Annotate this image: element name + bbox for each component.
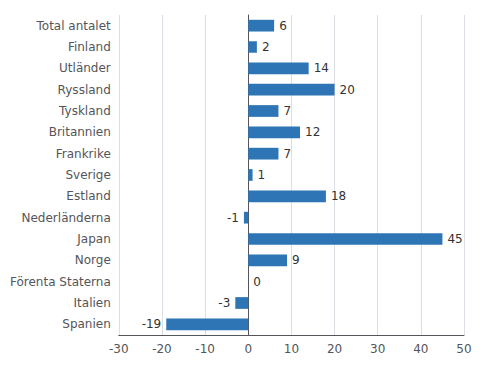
svg-text:20: 20 [340, 83, 355, 97]
svg-text:Total antalet: Total antalet [36, 19, 112, 33]
svg-text:Sverige: Sverige [65, 168, 110, 182]
svg-text:Tyskland: Tyskland [58, 104, 111, 118]
svg-text:-30: -30 [109, 342, 129, 356]
svg-text:Frankrike: Frankrike [56, 147, 111, 161]
svg-text:-10: -10 [195, 342, 215, 356]
svg-text:Norge: Norge [75, 253, 111, 267]
svg-text:Finland: Finland [68, 40, 111, 54]
svg-text:0: 0 [244, 342, 252, 356]
svg-text:-3: -3 [218, 296, 230, 310]
svg-text:6: 6 [279, 19, 287, 33]
svg-text:1: 1 [258, 168, 266, 182]
svg-text:12: 12 [305, 125, 320, 139]
svg-text:7: 7 [283, 147, 291, 161]
svg-text:14: 14 [314, 61, 329, 75]
svg-text:9: 9 [292, 253, 300, 267]
svg-text:30: 30 [370, 342, 385, 356]
svg-text:50: 50 [456, 342, 471, 356]
svg-text:Ryssland: Ryssland [58, 83, 111, 97]
svg-text:Nederländerna: Nederländerna [22, 211, 111, 225]
svg-text:10: 10 [284, 342, 299, 356]
svg-text:18: 18 [331, 189, 346, 203]
svg-text:20: 20 [327, 342, 342, 356]
svg-text:7: 7 [283, 104, 291, 118]
svg-text:Italien: Italien [74, 296, 111, 310]
svg-text:2: 2 [262, 40, 270, 54]
svg-text:-1: -1 [227, 211, 239, 225]
svg-text:Estland: Estland [66, 189, 110, 203]
svg-text:Förenta Staterna: Förenta Staterna [10, 275, 111, 289]
svg-text:Japan: Japan [76, 232, 110, 246]
svg-text:0: 0 [253, 275, 261, 289]
svg-text:Spanien: Spanien [62, 317, 111, 331]
svg-text:40: 40 [413, 342, 428, 356]
svg-text:-20: -20 [152, 342, 172, 356]
svg-text:45: 45 [447, 232, 462, 246]
svg-text:Utländer: Utländer [59, 61, 111, 75]
svg-text:-19: -19 [142, 317, 162, 331]
svg-text:Britannien: Britannien [49, 125, 111, 139]
